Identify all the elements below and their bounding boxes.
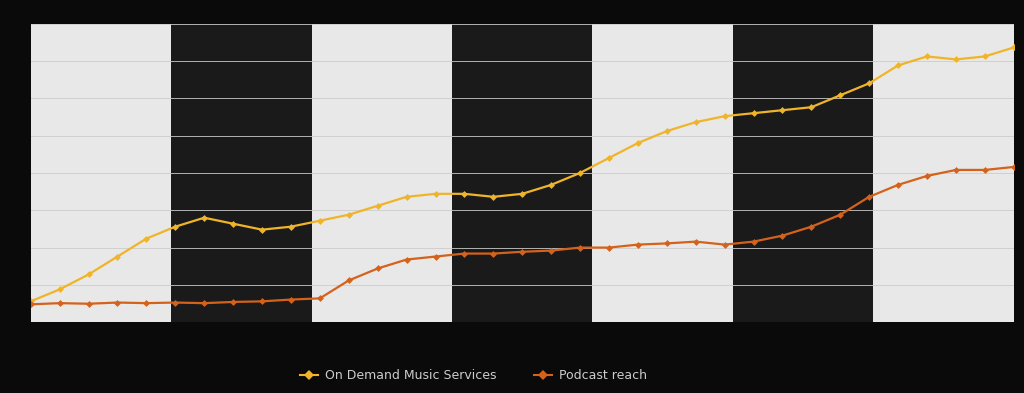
Bar — [592, 24, 732, 322]
Bar — [732, 24, 873, 322]
Bar — [171, 24, 312, 322]
Bar — [873, 24, 1014, 322]
Bar — [31, 24, 171, 322]
Legend: On Demand Music Services, Podcast reach: On Demand Music Services, Podcast reach — [295, 364, 651, 387]
Bar — [312, 24, 453, 322]
Bar — [453, 24, 592, 322]
